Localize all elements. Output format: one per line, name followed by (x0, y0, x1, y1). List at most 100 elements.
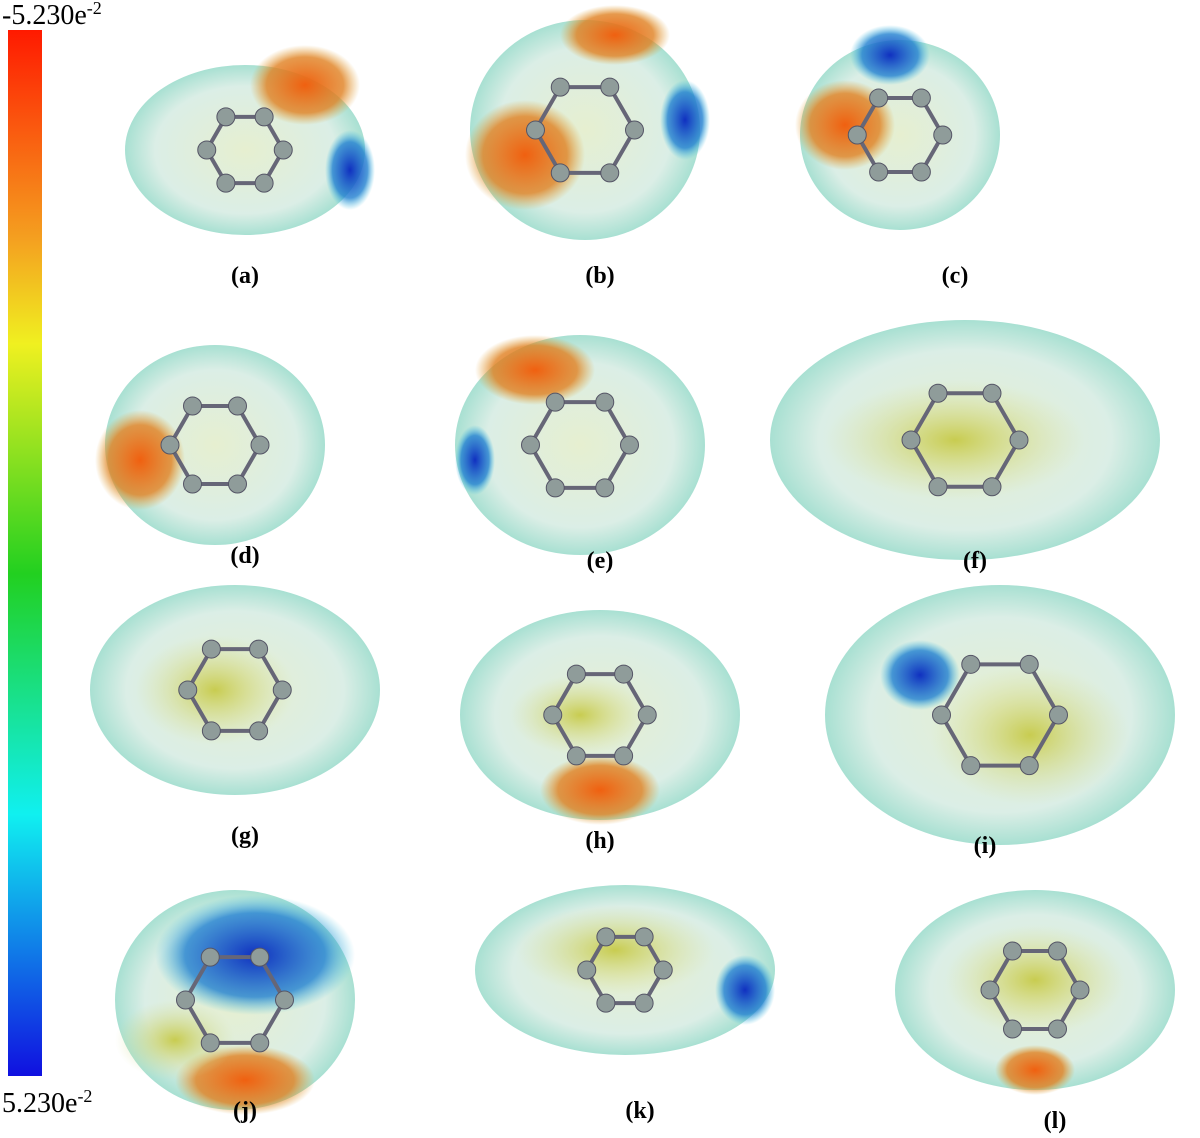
atom (550, 77, 570, 97)
mep-region (660, 80, 710, 160)
atom (550, 163, 570, 183)
atom (275, 990, 294, 1010)
atom (932, 705, 951, 725)
atom (982, 477, 1002, 497)
mep-region (325, 130, 375, 210)
mep-region (475, 335, 595, 405)
atom (526, 120, 545, 140)
panel-label: (e) (587, 548, 614, 574)
atom (250, 947, 270, 967)
atom (183, 396, 202, 416)
atom (596, 927, 616, 947)
panel-label: (g) (231, 823, 259, 849)
panel-label: (j) (233, 1098, 257, 1124)
bond (939, 663, 973, 717)
atom (201, 721, 221, 741)
mep-region (455, 425, 495, 495)
atom (980, 980, 1000, 1000)
atom (273, 140, 293, 160)
atom (634, 993, 654, 1013)
atom (216, 107, 236, 127)
mep-region (250, 45, 360, 125)
colorbar (8, 30, 42, 1076)
atom (625, 120, 644, 140)
atom (178, 680, 198, 700)
atom (1019, 654, 1039, 674)
panel-label: (f) (963, 548, 987, 574)
atom (961, 756, 981, 776)
mep-region (95, 410, 185, 510)
atom (1009, 430, 1029, 450)
panel-label: (i) (974, 833, 997, 859)
atom (272, 680, 292, 700)
atom (1003, 1019, 1022, 1039)
panel-label: (d) (230, 543, 259, 569)
mep-region (850, 25, 930, 85)
atom (250, 1033, 270, 1053)
atom (228, 396, 247, 416)
atom (249, 639, 269, 659)
atom (545, 392, 565, 412)
mep-region (930, 665, 1130, 805)
atom (183, 474, 202, 494)
atom (614, 664, 634, 684)
atom (1048, 941, 1067, 961)
colorbar-top-label: -5.230e-2 (2, 0, 102, 31)
atom (911, 88, 931, 108)
mep-region (795, 80, 895, 170)
panel-label: (k) (625, 1098, 654, 1124)
atom (566, 664, 586, 684)
atom (216, 173, 236, 193)
atom (653, 960, 673, 980)
atom (1003, 941, 1022, 961)
atom (250, 435, 270, 455)
mep-region (880, 640, 960, 710)
atom (1048, 1019, 1067, 1039)
atom (200, 1033, 220, 1053)
mep-region (715, 955, 775, 1025)
atom (928, 383, 948, 403)
atom (1019, 756, 1039, 776)
atom (620, 435, 639, 455)
panel-label: (l) (1044, 1108, 1067, 1134)
panel-label: (a) (231, 263, 259, 289)
mep-region (540, 755, 660, 825)
atom (637, 705, 657, 725)
atom (933, 125, 953, 145)
mep-region (825, 380, 1085, 500)
mep-region (465, 100, 585, 210)
atom (577, 960, 597, 980)
atom (200, 947, 220, 967)
panel-label: (b) (585, 263, 614, 289)
atom (1049, 705, 1068, 725)
atom (566, 746, 586, 766)
colorbar-bottom-label: 5.230e-2 (2, 1086, 92, 1119)
atom (928, 477, 948, 497)
atom (521, 435, 540, 455)
atom (600, 77, 620, 97)
atom (254, 173, 274, 193)
atom (614, 746, 634, 766)
panel-label: (h) (585, 828, 614, 854)
mep-region (115, 1000, 235, 1080)
atom (254, 107, 274, 127)
mep-region (995, 1045, 1075, 1095)
atom (634, 927, 654, 947)
atom (197, 140, 217, 160)
atom (1070, 980, 1090, 1000)
atom (847, 125, 867, 145)
mep-region (945, 925, 1125, 1035)
mep-region (510, 675, 650, 755)
panel-label: (c) (942, 263, 969, 289)
atom (545, 478, 565, 498)
atom (869, 88, 889, 108)
atom (961, 654, 981, 674)
bond (1027, 663, 1061, 717)
bond (939, 713, 973, 767)
atom (600, 163, 620, 183)
atom (911, 162, 931, 182)
atom (901, 430, 921, 450)
atom (228, 474, 247, 494)
atom (595, 478, 615, 498)
